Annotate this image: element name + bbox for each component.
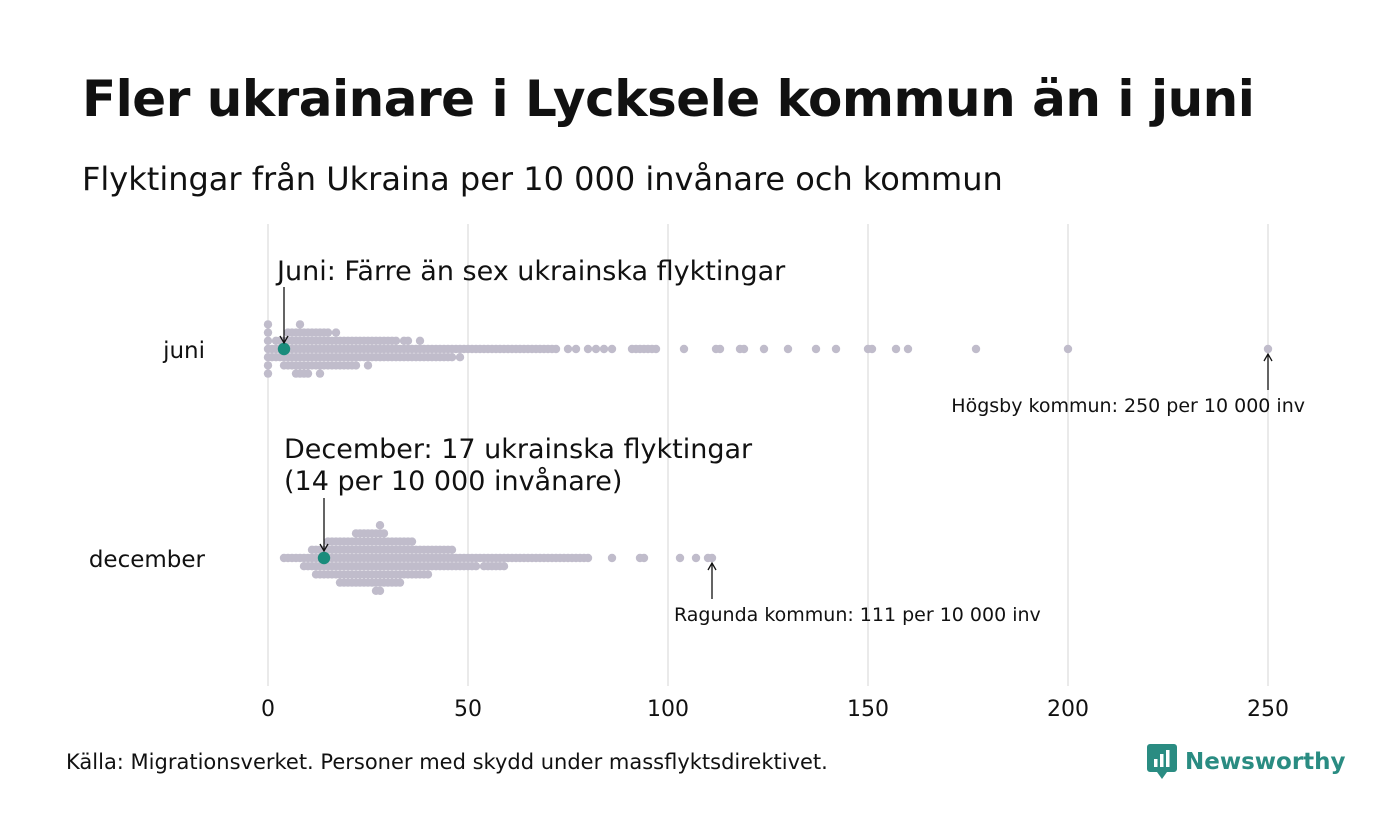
chart-subtitle: Flyktingar från Ukraina per 10 000 invån… <box>82 160 1003 198</box>
annotation-december-line2: (14 per 10 000 invånare) <box>284 466 622 497</box>
point-december <box>499 562 509 571</box>
arrow-max-december-head <box>707 561 717 571</box>
point-juni <box>455 353 465 362</box>
point-juni <box>1263 344 1273 354</box>
arrow-max-juni-head <box>1263 352 1273 362</box>
beeswarm-chart: 0 50 100 150 200 250 juni december Juni: Färr… <box>89 224 1305 722</box>
point-juni <box>583 344 593 354</box>
brand-name: Newsworthy <box>1185 749 1346 775</box>
point-december <box>375 521 385 530</box>
point-juni <box>263 369 273 378</box>
chart-title: Fler ukrainare i Lycksele kommun än i ju… <box>82 70 1255 128</box>
point-juni <box>783 344 793 354</box>
point-december <box>407 537 417 546</box>
point-juni <box>903 344 913 354</box>
point-juni <box>403 336 413 345</box>
point-december <box>395 578 405 587</box>
x-tick-label: 200 <box>1047 697 1089 722</box>
arrow-december-head <box>319 543 329 553</box>
point-juni <box>971 344 981 354</box>
point-juni <box>715 344 725 354</box>
category-label-juni: juni <box>162 338 205 364</box>
highlight-point-december <box>317 551 331 565</box>
point-juni <box>263 320 273 329</box>
point-juni <box>303 369 313 378</box>
point-juni <box>607 344 617 354</box>
point-juni <box>759 344 769 354</box>
point-december <box>379 529 389 538</box>
newsworthy-logo-icon <box>1147 744 1177 779</box>
gridlines <box>267 224 1269 686</box>
arrow-juni-head <box>279 335 289 345</box>
annotation-juni: Juni: Färre än sex ukrainska flyktingar <box>275 256 786 287</box>
point-juni <box>391 336 401 345</box>
x-tick-label: 100 <box>647 697 689 722</box>
point-juni <box>331 328 341 337</box>
annotation-arrows <box>279 287 1273 599</box>
x-axis-ticks: 0 50 100 150 200 250 <box>261 697 1289 722</box>
x-tick-label: 150 <box>847 697 889 722</box>
point-december <box>583 553 593 563</box>
point-december <box>471 562 481 571</box>
category-label-december: december <box>89 547 206 573</box>
point-juni <box>599 344 609 354</box>
point-juni <box>263 361 273 370</box>
point-december <box>375 586 385 595</box>
point-december <box>447 545 457 554</box>
annotations: Juni: Färre än sex ukrainska flyktingar … <box>275 256 1305 626</box>
point-juni <box>551 344 561 354</box>
point-juni <box>263 328 273 337</box>
point-juni <box>811 344 821 354</box>
point-juni <box>591 344 601 354</box>
highlight-point-juni <box>277 342 291 356</box>
data-points <box>263 320 1273 595</box>
point-juni <box>651 344 661 354</box>
x-tick-label: 0 <box>261 697 275 722</box>
x-tick-label: 50 <box>454 697 482 722</box>
source-note: Källa: Migrationsverket. Personer med sk… <box>66 750 828 774</box>
point-juni <box>571 344 581 354</box>
point-juni <box>323 328 333 337</box>
point-juni <box>679 344 689 354</box>
point-december <box>639 553 649 563</box>
point-juni <box>1063 344 1073 354</box>
x-tick-label: 250 <box>1247 697 1289 722</box>
point-juni <box>415 336 425 345</box>
point-juni <box>263 336 273 345</box>
point-juni <box>363 361 373 370</box>
point-juni <box>447 353 457 362</box>
max-label-juni: Högsby kommun: 250 per 10 000 inv <box>951 395 1305 417</box>
point-juni <box>867 344 877 354</box>
point-juni <box>831 344 841 354</box>
point-juni <box>563 344 573 354</box>
point-december <box>423 570 433 579</box>
brand-logo: Newsworthy <box>1147 744 1346 780</box>
point-juni <box>739 344 749 354</box>
point-december <box>691 553 701 563</box>
point-juni <box>351 361 361 370</box>
point-december <box>607 553 617 563</box>
point-december <box>707 553 717 563</box>
point-juni <box>891 344 901 354</box>
point-juni <box>295 320 305 329</box>
point-december <box>675 553 685 563</box>
max-label-december: Ragunda kommun: 111 per 10 000 inv <box>674 604 1041 626</box>
annotation-december-line1: December: 17 ukrainska flyktingar <box>284 434 753 465</box>
point-juni <box>315 369 325 378</box>
